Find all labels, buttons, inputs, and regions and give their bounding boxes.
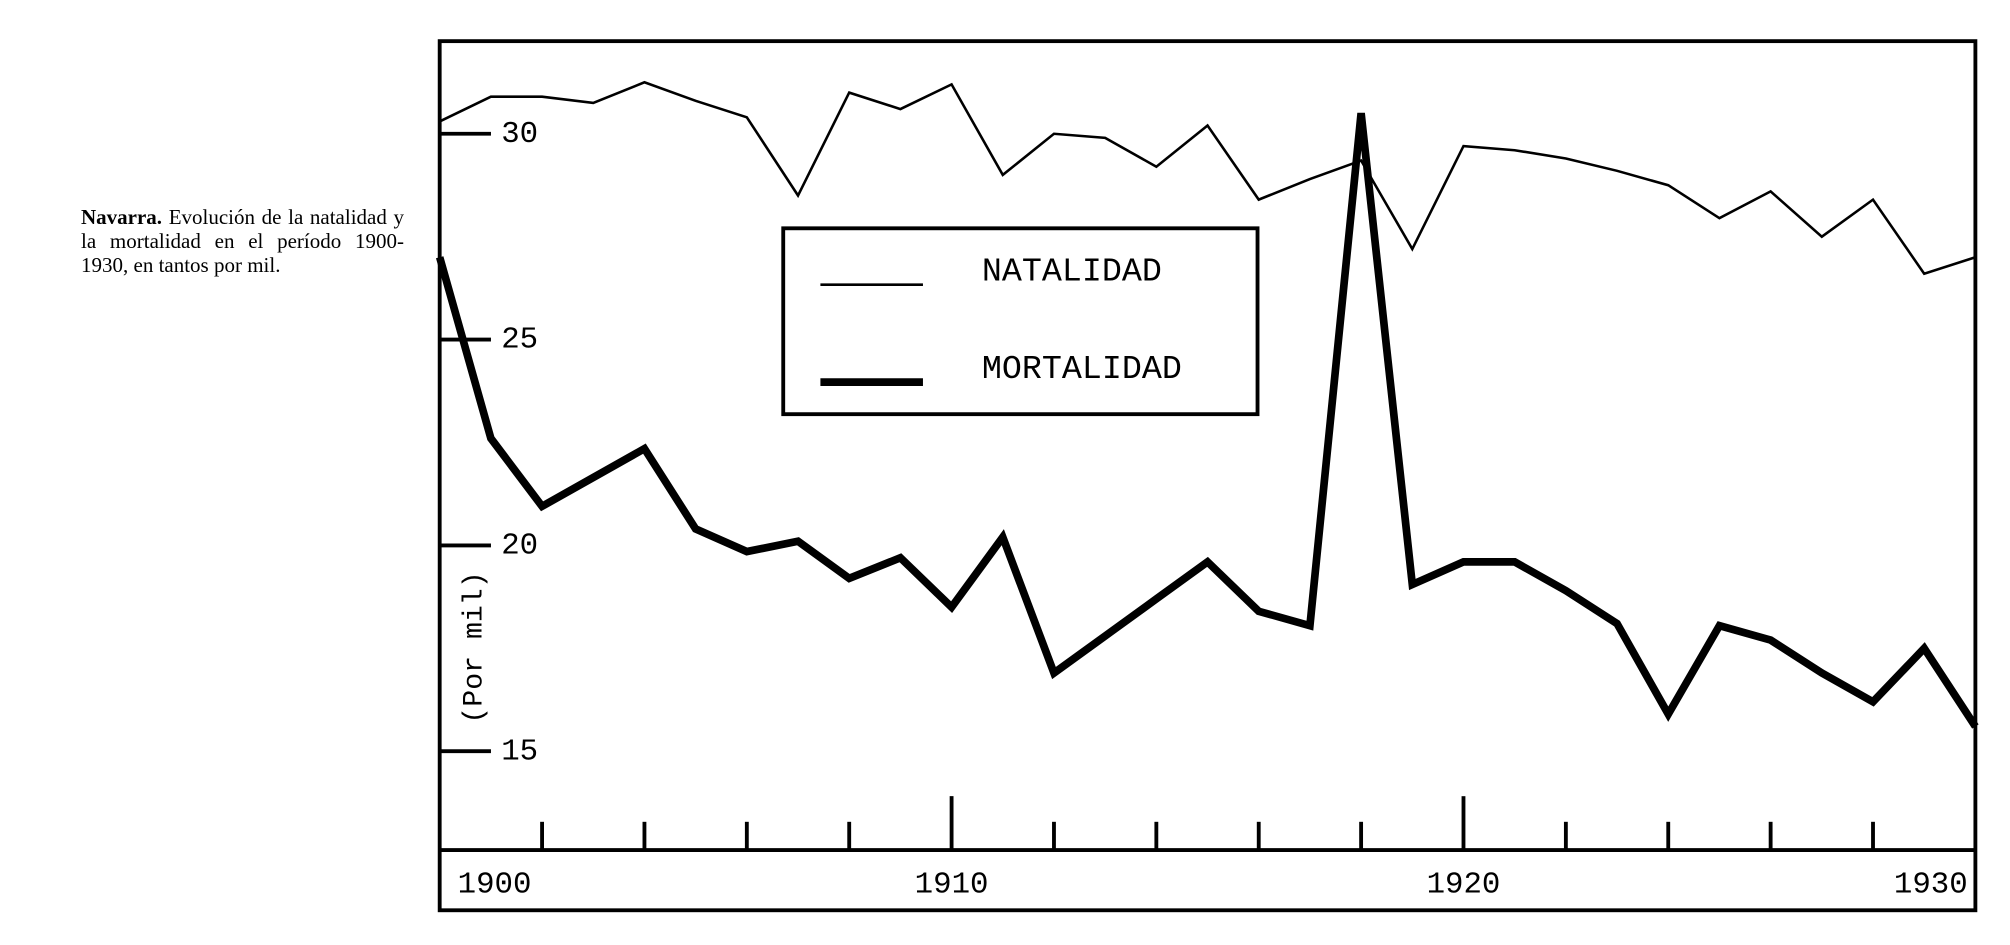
- x-tick-label: 1930: [1894, 868, 1968, 903]
- legend-label: MORTALIDAD: [982, 351, 1182, 389]
- y-tick-label: 15: [501, 734, 538, 769]
- x-tick-label: 1910: [915, 868, 989, 903]
- caption-bold: Navarra.: [81, 205, 163, 229]
- y-tick-label: 30: [501, 117, 538, 152]
- legend-label: NATALIDAD: [982, 254, 1162, 292]
- y-tick-label: 20: [501, 529, 538, 564]
- data-line: [435, 112, 1979, 729]
- caption-text: Evolución de la natalidad y la mortalida…: [81, 205, 404, 277]
- data-line: [439, 80, 1976, 276]
- caption: Navarra. Evolución de la natalidad y la …: [81, 205, 404, 277]
- x-tick-label: 1920: [1427, 868, 1501, 903]
- y-tick-label: 25: [501, 323, 538, 358]
- x-tick-label: 1900: [458, 868, 532, 903]
- frame: [437, 39, 1978, 913]
- y-label: (Por mil): [460, 571, 491, 723]
